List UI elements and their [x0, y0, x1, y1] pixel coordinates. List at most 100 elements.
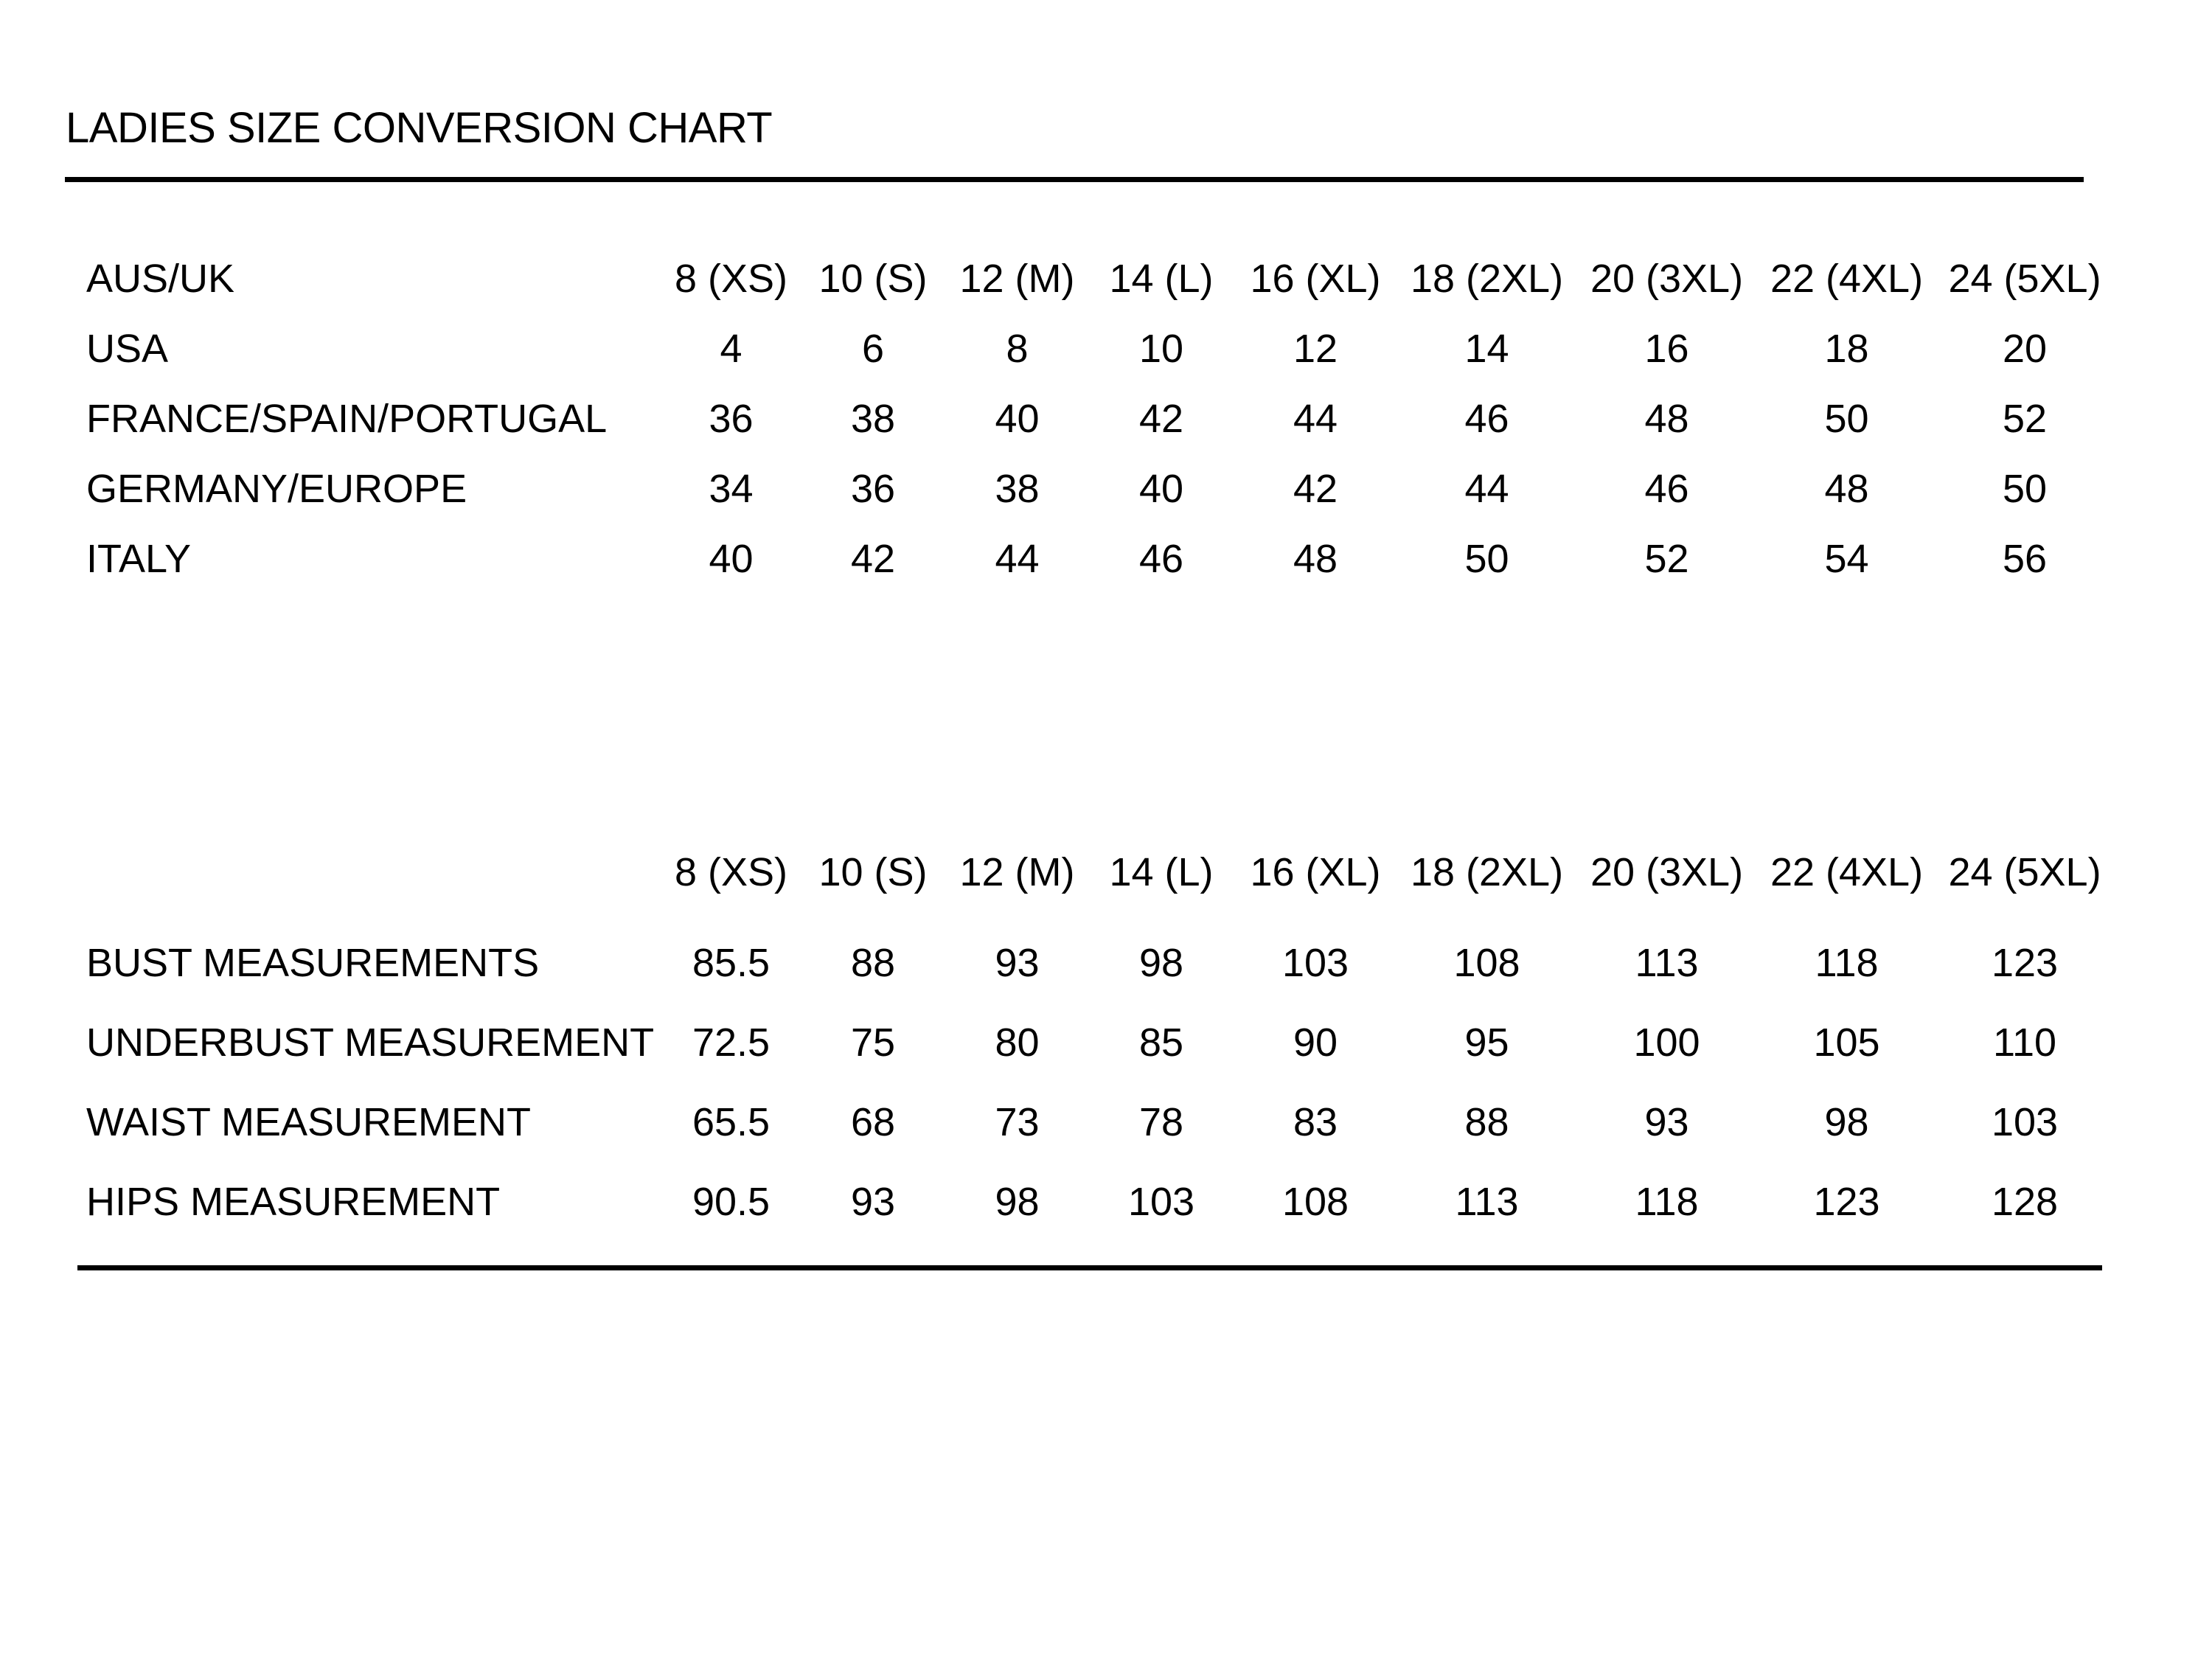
value-cell: 52 — [2002, 396, 2048, 441]
value-cell: 85 — [1138, 1020, 1184, 1065]
value-cell: 65.5 — [692, 1100, 771, 1144]
size-column-header: 14 (L) — [1109, 850, 1214, 894]
value-cell: 68 — [850, 1100, 896, 1144]
value-cell: 93 — [995, 941, 1040, 985]
value-cell: 46 — [1644, 466, 1689, 511]
table-row: ITALY 40 42 44 46 48 50 52 54 56 — [86, 524, 2113, 594]
value-cell: 16 — [1644, 326, 1689, 371]
size-column-header: 10 (S) — [818, 850, 928, 894]
value-cell: 113 — [1635, 941, 1699, 985]
size-column-header: 18 (2XL) — [1410, 256, 1564, 301]
value-cell: 50 — [2002, 466, 2048, 511]
size-column-header: 8 (XS) — [674, 256, 788, 301]
value-cell: 40 — [1138, 466, 1184, 511]
value-cell: 48 — [1644, 396, 1689, 441]
value-cell: 90 — [1293, 1020, 1338, 1065]
value-cell: 54 — [1824, 536, 1869, 581]
title-divider-line — [65, 177, 2084, 182]
table-row: USA 4 6 8 10 12 14 16 18 20 — [86, 313, 2113, 383]
row-label: AUS/UK — [86, 256, 235, 301]
value-cell: 40 — [995, 396, 1040, 441]
value-cell: 14 — [1464, 326, 1509, 371]
value-cell: 100 — [1633, 1020, 1700, 1065]
value-cell: 72.5 — [692, 1020, 771, 1065]
value-cell: 113 — [1455, 1180, 1519, 1224]
size-column-header: 8 (XS) — [674, 850, 788, 894]
value-cell: 36 — [850, 466, 896, 511]
page-title: LADIES SIZE CONVERSION CHART — [66, 104, 773, 152]
size-column-header: 16 (XL) — [1250, 256, 1381, 301]
size-column-header: 12 (M) — [959, 850, 1075, 894]
value-cell: 128 — [1991, 1180, 2059, 1224]
value-cell: 50 — [1464, 536, 1509, 581]
value-cell: 18 — [1824, 326, 1869, 371]
value-cell: 108 — [1453, 941, 1520, 985]
row-label: UNDERBUST MEASUREMENT — [86, 1020, 655, 1065]
value-cell: 50 — [1824, 396, 1869, 441]
value-cell: 6 — [861, 326, 885, 371]
value-cell: 118 — [1815, 941, 1879, 985]
body-measurement-table: 8 (XS) 10 (S) 12 (M) 14 (L) 16 (XL) 18 (2XL) 2… — [86, 832, 2113, 1242]
value-cell: 88 — [850, 941, 896, 985]
value-cell: 44 — [995, 536, 1040, 581]
row-label: BUST MEASUREMENTS — [86, 941, 540, 985]
value-cell: 78 — [1138, 1100, 1184, 1144]
value-cell: 73 — [995, 1100, 1040, 1144]
size-column-header: 12 (M) — [959, 256, 1075, 301]
value-cell: 118 — [1635, 1180, 1699, 1224]
value-cell: 34 — [709, 466, 754, 511]
size-column-header: 20 (3XL) — [1590, 850, 1744, 894]
value-cell: 98 — [1138, 941, 1184, 985]
table-row: BUST MEASUREMENTS 85.5 88 93 98 103 108 113 118 1… — [86, 923, 2113, 1003]
size-column-header: 22 (4XL) — [1770, 256, 1924, 301]
value-cell: 103 — [1281, 941, 1349, 985]
bottom-divider-line — [77, 1265, 2102, 1270]
size-header-row: AUS/UK 8 (XS) 10 (S) 12 (M) 14 (L) 16 (XL) 18 … — [86, 243, 2113, 313]
value-cell: 90.5 — [692, 1180, 771, 1224]
value-cell: 38 — [995, 466, 1040, 511]
size-column-header: 14 (L) — [1109, 256, 1214, 301]
row-label: ITALY — [86, 536, 192, 581]
size-column-header: 24 (5XL) — [1948, 256, 2101, 301]
value-cell: 95 — [1464, 1020, 1509, 1065]
value-cell: 8 — [1006, 326, 1029, 371]
value-cell: 40 — [709, 536, 754, 581]
value-cell: 4 — [720, 326, 742, 371]
value-cell: 123 — [1813, 1180, 1880, 1224]
size-column-header: 18 (2XL) — [1410, 850, 1564, 894]
table-row: GERMANY/EUROPE 34 36 38 40 42 44 46 48 50 — [86, 453, 2113, 524]
value-cell: 110 — [1992, 1020, 2057, 1065]
value-cell: 48 — [1824, 466, 1869, 511]
value-cell: 75 — [850, 1020, 896, 1065]
row-label: USA — [86, 326, 169, 371]
size-column-header: 22 (4XL) — [1770, 850, 1924, 894]
value-cell: 42 — [850, 536, 896, 581]
value-cell: 42 — [1293, 466, 1338, 511]
value-cell: 123 — [1991, 941, 2059, 985]
value-cell: 88 — [1464, 1100, 1509, 1144]
value-cell: 56 — [2002, 536, 2048, 581]
size-conversion-table: AUS/UK 8 (XS) 10 (S) 12 (M) 14 (L) 16 (XL) 18 … — [86, 243, 2113, 594]
value-cell: 10 — [1138, 326, 1184, 371]
value-cell: 12 — [1293, 326, 1338, 371]
value-cell: 98 — [1824, 1100, 1869, 1144]
row-label: HIPS MEASUREMENT — [86, 1180, 501, 1224]
value-cell: 105 — [1813, 1020, 1880, 1065]
value-cell: 46 — [1138, 536, 1184, 581]
table-row: WAIST MEASUREMENT 65.5 68 73 78 83 88 93 98 103 — [86, 1082, 2113, 1162]
value-cell: 93 — [850, 1180, 896, 1224]
value-cell: 36 — [709, 396, 754, 441]
size-column-header: 24 (5XL) — [1948, 850, 2101, 894]
value-cell: 80 — [995, 1020, 1040, 1065]
table-row: HIPS MEASUREMENT 90.5 93 98 103 108 113 118 123 1… — [86, 1162, 2113, 1242]
value-cell: 42 — [1138, 396, 1184, 441]
table-row: FRANCE/SPAIN/PORTUGAL 36 38 40 42 44 46 48 50 52 — [86, 383, 2113, 453]
row-label: GERMANY/EUROPE — [86, 466, 467, 511]
value-cell: 98 — [995, 1180, 1040, 1224]
table-row: UNDERBUST MEASUREMENT 72.5 75 80 85 90 95 100 10… — [86, 1003, 2113, 1082]
value-cell: 48 — [1293, 536, 1338, 581]
value-cell: 108 — [1281, 1180, 1349, 1224]
value-cell: 103 — [1127, 1180, 1195, 1224]
value-cell: 38 — [850, 396, 896, 441]
